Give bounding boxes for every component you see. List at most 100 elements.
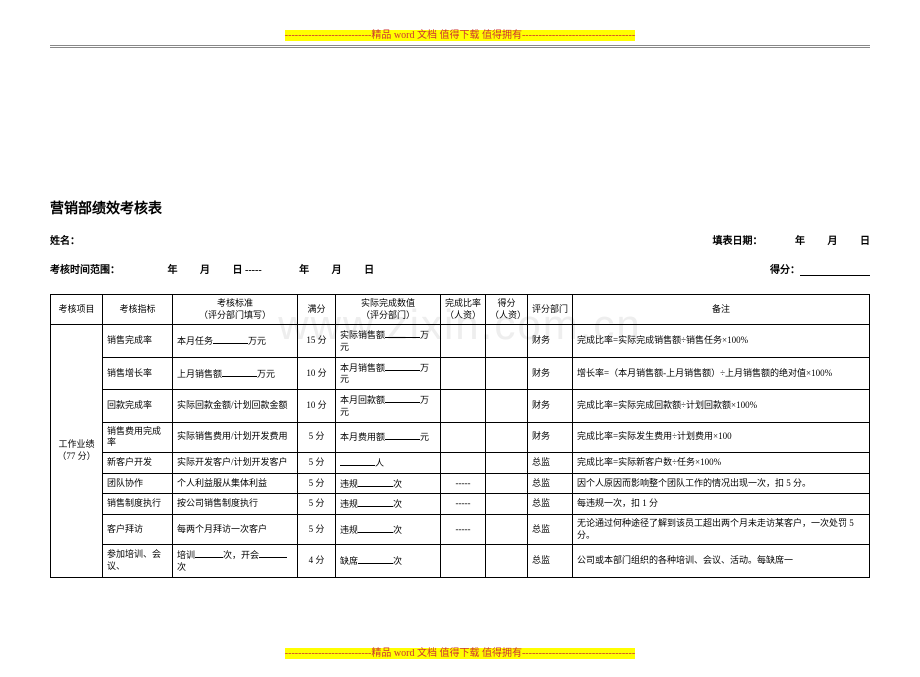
bottom-banner: --------------------------精品 word 文档 值得下… bbox=[0, 644, 920, 659]
cell-ratio: ----- bbox=[441, 494, 486, 515]
th-remark: 备注 bbox=[573, 295, 870, 325]
cell-full: 4 分 bbox=[298, 545, 336, 577]
cell-indicator: 回款完成率 bbox=[103, 390, 173, 422]
table-row: 回款完成率实际回款金额/计划回款金额10 分本月回款额万元 财务完成比率=实际完成… bbox=[51, 390, 870, 422]
cell-dept: 总监 bbox=[528, 473, 573, 494]
cell-ratio bbox=[441, 452, 486, 473]
cell-score bbox=[486, 545, 528, 577]
cell-dept: 财务 bbox=[528, 325, 573, 357]
cell-full: 15 分 bbox=[298, 325, 336, 357]
cell-score bbox=[486, 452, 528, 473]
cell-ratio bbox=[441, 422, 486, 452]
cell-score bbox=[486, 473, 528, 494]
cell-ratio: ----- bbox=[441, 473, 486, 494]
cell-actual: 违规次 bbox=[336, 494, 441, 515]
table-row: 客户拜访每两个月拜访一次客户5 分违规次-----总监无论通过何种途径了解到该员… bbox=[51, 514, 870, 544]
th-actual: 实际完成数值 （评分部门） bbox=[336, 295, 441, 325]
th-dept: 评分部门 bbox=[528, 295, 573, 325]
cell-standard: 实际回款金额/计划回款金额 bbox=[173, 390, 298, 422]
cell-full: 5 分 bbox=[298, 422, 336, 452]
cell-dept: 总监 bbox=[528, 494, 573, 515]
cell-score bbox=[486, 325, 528, 357]
th-indicator: 考核指标 bbox=[103, 295, 173, 325]
cell-remark: 无论通过何种途径了解到该员工超出两个月未走访某客户，一次处罚 5 分。 bbox=[573, 514, 870, 544]
cell-score bbox=[486, 422, 528, 452]
cell-indicator: 新客户开发 bbox=[103, 452, 173, 473]
page-title: 营销部绩效考核表 bbox=[50, 198, 870, 218]
cell-full: 5 分 bbox=[298, 473, 336, 494]
cell-actual: 违规次 bbox=[336, 473, 441, 494]
cell-actual: 人 bbox=[336, 452, 441, 473]
banner-text-bottom: --------------------------精品 word 文档 值得下… bbox=[285, 648, 635, 659]
cell-score bbox=[486, 390, 528, 422]
meta-row-1: 姓名： 填表日期： 年 月 日 bbox=[50, 232, 870, 247]
cell-dept: 财务 bbox=[528, 390, 573, 422]
th-score: 得分 （人资） bbox=[486, 295, 528, 325]
th-project: 考核项目 bbox=[51, 295, 103, 325]
cell-ratio bbox=[441, 545, 486, 577]
cell-remark: 完成比率=实际发生费用÷计划费用×100 bbox=[573, 422, 870, 452]
cell-remark: 完成比率=实际新客户数÷任务×100% bbox=[573, 452, 870, 473]
cell-ratio bbox=[441, 325, 486, 357]
period: 考核时间范围： 年 月 日 ----- 年 月 日 bbox=[50, 261, 374, 276]
cell-remark: 完成比率=实际完成回款额÷计划回款额×100% bbox=[573, 390, 870, 422]
cell-standard: 实际开发客户/计划开发客户 bbox=[173, 452, 298, 473]
th-standard: 考核标准 （评分部门填写） bbox=[173, 295, 298, 325]
cell-ratio: ----- bbox=[441, 514, 486, 544]
cell-score bbox=[486, 494, 528, 515]
table-row: 参加培训、会议、培训次，开会次4 分缺席次总监公司或本部门组织的各种培训、会议、… bbox=[51, 545, 870, 577]
cell-full: 10 分 bbox=[298, 390, 336, 422]
cell-dept: 财务 bbox=[528, 357, 573, 389]
cell-actual: 实际销售额万元 bbox=[336, 325, 441, 357]
th-ratio: 完成比率 （人资） bbox=[441, 295, 486, 325]
cell-ratio bbox=[441, 357, 486, 389]
cell-standard: 培训次，开会次 bbox=[173, 545, 298, 577]
table-row: 销售制度执行按公司销售制度执行5 分违规次----- 总监每违规一次，扣 1 分 bbox=[51, 494, 870, 515]
th-full: 满分 bbox=[298, 295, 336, 325]
cell-indicator: 销售增长率 bbox=[103, 357, 173, 389]
cell-actual: 本月费用额元 bbox=[336, 422, 441, 452]
table-header-row: 考核项目 考核指标 考核标准 （评分部门填写） 满分 实际完成数值 （评分部门）… bbox=[51, 295, 870, 325]
score: 得分： bbox=[770, 261, 870, 276]
cell-score bbox=[486, 357, 528, 389]
cell-full: 10 分 bbox=[298, 357, 336, 389]
cell-indicator: 团队协作 bbox=[103, 473, 173, 494]
cell-dept: 总监 bbox=[528, 452, 573, 473]
cell-actual: 本月销售额万元 bbox=[336, 357, 441, 389]
cell-actual: 违规次 bbox=[336, 514, 441, 544]
fill-date: 填表日期： 年 月 日 bbox=[713, 232, 871, 247]
cell-remark: 完成比率=实际完成销售额÷销售任务×100% bbox=[573, 325, 870, 357]
banner-text: --------------------------精品 word 文档 值得下… bbox=[285, 30, 635, 41]
cell-full: 5 分 bbox=[298, 514, 336, 544]
cell-ratio bbox=[441, 390, 486, 422]
cell-score bbox=[486, 514, 528, 544]
cell-remark: 公司或本部门组织的各种培训、会议、活动。每缺席一 bbox=[573, 545, 870, 577]
cell-standard: 本月任务万元 bbox=[173, 325, 298, 357]
cell-standard: 个人利益服从集体利益 bbox=[173, 473, 298, 494]
group-cell: 工作业绩（77 分） bbox=[51, 325, 103, 577]
table-row: 销售增长率上月销售额万元10 分本月销售额万元 财务增长率=（本月销售额-上月销售… bbox=[51, 357, 870, 389]
cell-remark: 增长率=（本月销售额-上月销售额）÷上月销售额的绝对值×100% bbox=[573, 357, 870, 389]
cell-remark: 因个人原因而影响整个团队工作的情况出现一次，扣 5 分。 bbox=[573, 473, 870, 494]
cell-dept: 总监 bbox=[528, 545, 573, 577]
cell-standard: 每两个月拜访一次客户 bbox=[173, 514, 298, 544]
meta-row-2: 考核时间范围： 年 月 日 ----- 年 月 日 得分： bbox=[50, 261, 870, 276]
cell-indicator: 参加培训、会议、 bbox=[103, 545, 173, 577]
name-label: 姓名： bbox=[50, 232, 80, 247]
cell-indicator: 销售制度执行 bbox=[103, 494, 173, 515]
cell-indicator: 销售费用完成率 bbox=[103, 422, 173, 452]
cell-full: 5 分 bbox=[298, 452, 336, 473]
cell-actual: 本月回款额万元 bbox=[336, 390, 441, 422]
cell-standard: 上月销售额万元 bbox=[173, 357, 298, 389]
cell-indicator: 客户拜访 bbox=[103, 514, 173, 544]
table-row: 团队协作个人利益服从集体利益5 分违规次----- 总监因个人原因而影响整个团队工… bbox=[51, 473, 870, 494]
top-banner: --------------------------精品 word 文档 值得下… bbox=[0, 26, 920, 41]
cell-remark: 每违规一次，扣 1 分 bbox=[573, 494, 870, 515]
table-row: 销售费用完成率实际销售费用/计划开发费用5 分本月费用额元 财务完成比率=实际发生… bbox=[51, 422, 870, 452]
cell-standard: 按公司销售制度执行 bbox=[173, 494, 298, 515]
table-row: 新客户开发实际开发客户/计划开发客户5 分人 总监完成比率=实际新客户数÷任务×1… bbox=[51, 452, 870, 473]
assessment-table: 考核项目 考核指标 考核标准 （评分部门填写） 满分 实际完成数值 （评分部门）… bbox=[50, 294, 870, 578]
cell-standard: 实际销售费用/计划开发费用 bbox=[173, 422, 298, 452]
cell-full: 5 分 bbox=[298, 494, 336, 515]
cell-dept: 财务 bbox=[528, 422, 573, 452]
